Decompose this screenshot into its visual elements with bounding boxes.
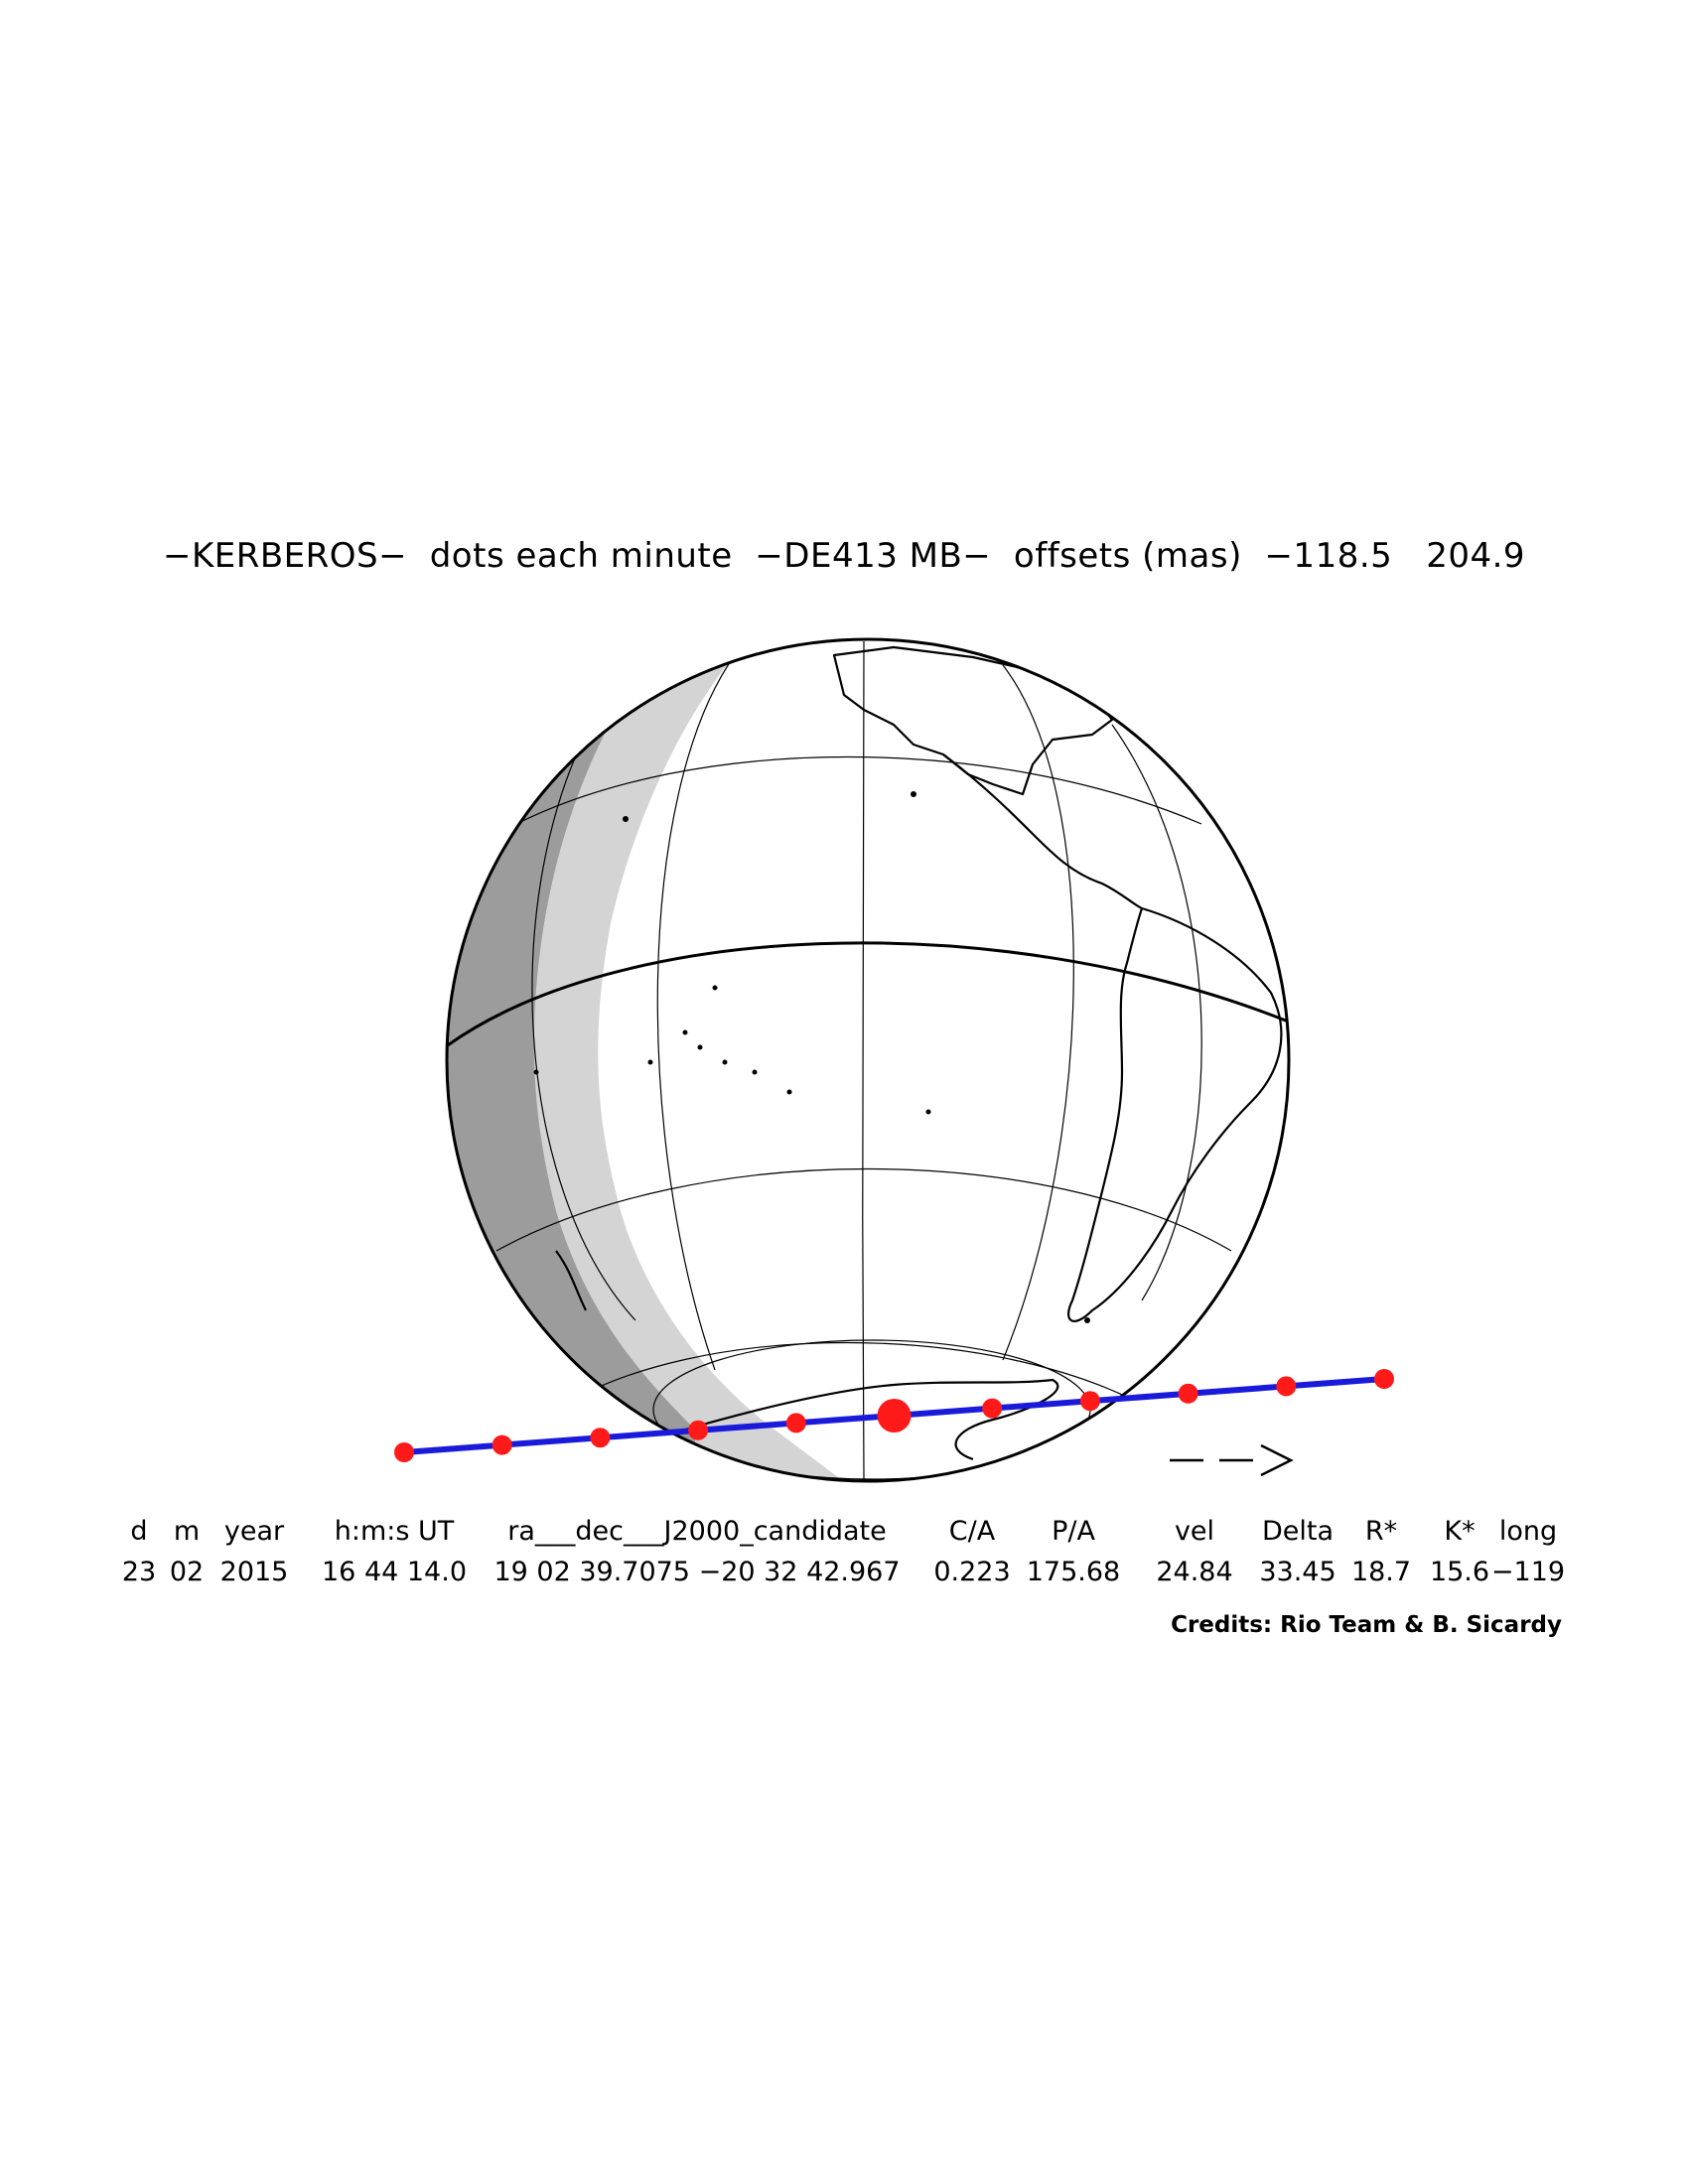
island [925,1109,931,1115]
track-dot [1276,1376,1297,1397]
island [682,1029,688,1035]
credits-label: Credits: Rio Team & B. Sicardy [1171,1612,1562,1638]
parallel [515,755,1202,825]
occultation-track [394,1369,1394,1462]
track-dot [1079,1391,1100,1412]
parallel [555,1341,1153,1411]
meridian [1002,664,1074,1361]
island [752,1069,758,1075]
track-dot [1178,1383,1198,1404]
track-dot [785,1413,806,1433]
table-value-cell: 175.68 [1026,1557,1121,1587]
parallel [495,1167,1232,1252]
island [623,816,629,822]
table-header-cell: Delta [1261,1516,1335,1547]
equator [447,941,1289,1049]
central-america-outline [942,753,1143,909]
track-dot [688,1420,709,1440]
globe-disc [447,639,1289,1481]
island [1084,1317,1090,1323]
antarctica-outline [684,1378,1059,1461]
table-header-cell: year [223,1516,285,1547]
table-header-cell: vel [1174,1516,1215,1547]
south-america-outline [1067,906,1283,1322]
globe-outline [445,637,1291,1483]
island [911,791,916,797]
table-header-cell: K* [1444,1516,1476,1547]
table-header-cell: long [1498,1516,1558,1547]
meridian [656,654,736,1371]
table-header-cell: h:m:s UT [334,1516,455,1547]
table-header-cell: m [173,1516,201,1547]
island [786,1089,792,1095]
meridian [531,714,636,1321]
table-value-cell: 02 [169,1557,205,1587]
map-title: −KERBEROS− dots each minute −DE413 MB− o… [162,536,1526,576]
table-header-cell: d [130,1516,148,1547]
track-dot [590,1428,611,1448]
table-value-cell: 15.6 [1429,1557,1490,1587]
table-value-cell: −119 [1490,1557,1566,1587]
table-value-cell: 19 02 39.7075 −20 32 42.967 [493,1557,901,1587]
island [722,1059,728,1065]
table-value-cell: 24.84 [1156,1557,1233,1587]
track-dot [394,1442,414,1462]
table-value-row: 23 02 2015 16 44 14.0 19 02 39.7075 −20 32 4… [0,1557,1688,1596]
track-dot [982,1398,1003,1419]
island [533,1069,539,1075]
islands [533,791,1090,1323]
table-header-row: d m year h:m:s UT ra___dec___J2000_candidate… [0,1516,1688,1556]
table-value-cell: 2015 [219,1557,289,1587]
table-header-cell: ra___dec___J2000_candidate [507,1516,887,1547]
direction-arrow [1170,1443,1294,1477]
table-value-cell: 23 [121,1557,157,1587]
closest-approach-dot [877,1399,912,1433]
table-value-cell: 16 44 14.0 [322,1557,467,1587]
meridian [1111,724,1202,1301]
table-value-cell: 18.7 [1350,1557,1412,1587]
table-value-cell: 33.45 [1259,1557,1336,1587]
table-value-cell: 0.223 [933,1557,1011,1587]
new-zealand-outline [555,1250,587,1311]
island [697,1044,703,1050]
table-header-cell: C/A [948,1516,996,1547]
table-header-cell: P/A [1052,1516,1095,1547]
table-header-cell: R* [1364,1516,1398,1547]
track-dot [492,1434,512,1455]
island [712,985,718,991]
island [647,1059,653,1065]
track-dot [1374,1369,1394,1389]
